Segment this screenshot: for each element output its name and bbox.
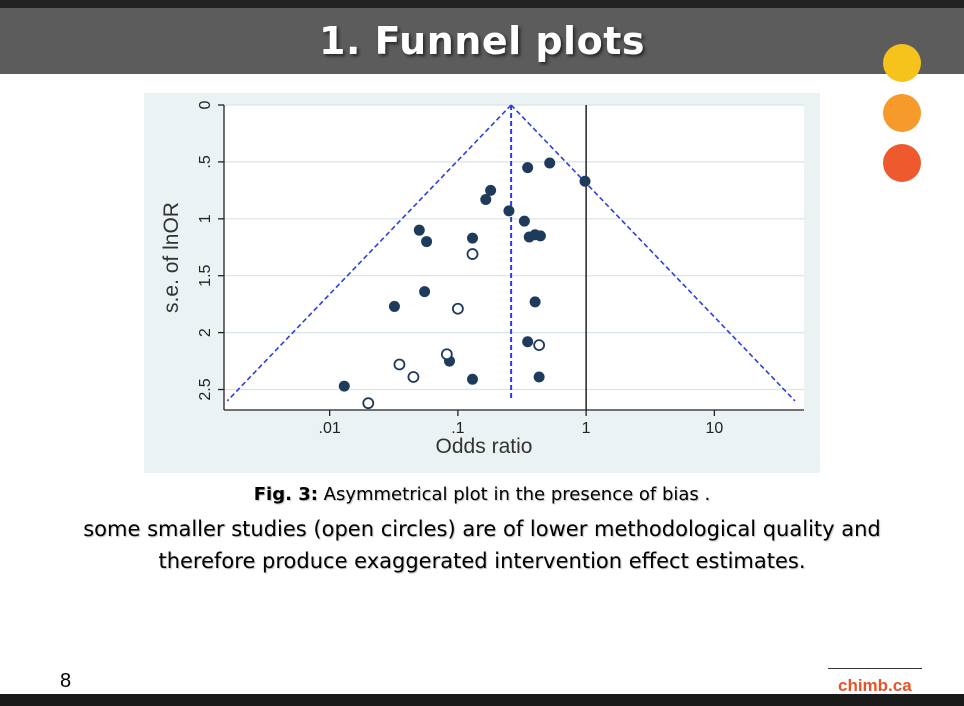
explanation-line-1: some smaller studies (open circles) are … [83, 517, 881, 541]
funnel-chart-svg: 0 .5 1 1.5 2 2.5 .01 .1 1 10 Odds ratio s.e. of l… [160, 100, 804, 458]
funnel-chart: 0 .5 1 1.5 2 2.5 .01 .1 1 10 Odds ratio s.e. of l… [144, 93, 820, 473]
open-study-point [440, 348, 453, 361]
figure-label: Fig. 3: [253, 484, 318, 505]
y-tick-label: 2.5 [197, 378, 214, 400]
bottom-bar [0, 694, 964, 706]
closed-study-point [518, 215, 530, 227]
figure-caption-text: Asymmetrical plot in the presence of bia… [317, 484, 711, 505]
open-study-point [533, 339, 546, 352]
funnel-left-line [226, 104, 512, 402]
open-study-point [466, 248, 479, 260]
closed-study-point [522, 162, 534, 174]
funnel-right-line [510, 104, 796, 402]
open-study-point [393, 358, 406, 371]
top-strip [0, 0, 964, 8]
y-tick-label: 2 [197, 328, 214, 337]
y-tick-label: 1 [197, 214, 214, 223]
closed-study-point [544, 157, 556, 169]
closed-study-point [413, 224, 425, 236]
closed-study-point [467, 232, 479, 244]
footer-brand: chimb.ca [838, 676, 912, 694]
funnel-lines [226, 104, 796, 402]
title-bar: 1. Funnel plots [0, 8, 964, 74]
y-axis-label: s.e. of lnOR [160, 202, 183, 313]
closed-study-point [522, 336, 534, 348]
open-study-point [362, 397, 375, 410]
closed-study-point [533, 371, 545, 383]
explanation-line-2: therefore produce exaggerated interventi… [158, 549, 806, 573]
figure-caption: Fig. 3: Asymmetrical plot in the presenc… [0, 484, 964, 505]
y-tick-label: 1.5 [197, 264, 214, 286]
closed-study-point [338, 380, 350, 392]
x-tick-label: 1 [582, 420, 591, 437]
plot-area [224, 105, 804, 410]
closed-study-point [419, 286, 431, 298]
gridlines [224, 104, 804, 391]
data-points [338, 157, 591, 410]
closed-study-point [579, 175, 591, 187]
closed-study-point [523, 231, 535, 243]
y-tick-label: 0 [197, 100, 214, 109]
x-tick-label: 10 [705, 420, 723, 437]
closed-study-point [467, 373, 479, 385]
y-tick-label: .5 [197, 155, 214, 168]
closed-study-point [480, 193, 492, 205]
closed-study-point [529, 296, 541, 308]
closed-study-point [534, 230, 546, 242]
x-tick-label: .1 [451, 420, 464, 437]
red-circle-icon [883, 144, 921, 182]
slide-title: 1. Funnel plots [319, 19, 645, 63]
yellow-circle-icon [883, 44, 921, 82]
open-study-point [407, 371, 420, 383]
closed-study-point [388, 300, 400, 312]
open-study-point [451, 302, 464, 315]
axis-labels: Odds ratio s.e. of lnOR [160, 202, 532, 458]
x-axis-label: Odds ratio [436, 435, 533, 458]
page-number: 8 [60, 670, 72, 692]
figure-explanation: some smaller studies (open circles) are … [0, 513, 964, 577]
footer-divider [828, 668, 922, 669]
x-tick-label: .01 [319, 420, 341, 437]
closed-study-point [503, 205, 515, 217]
axes: 0 .5 1 1.5 2 2.5 .01 .1 1 10 [197, 100, 804, 437]
orange-circle-icon [883, 94, 921, 132]
closed-study-point [421, 236, 433, 248]
closed-study-point [485, 184, 497, 196]
